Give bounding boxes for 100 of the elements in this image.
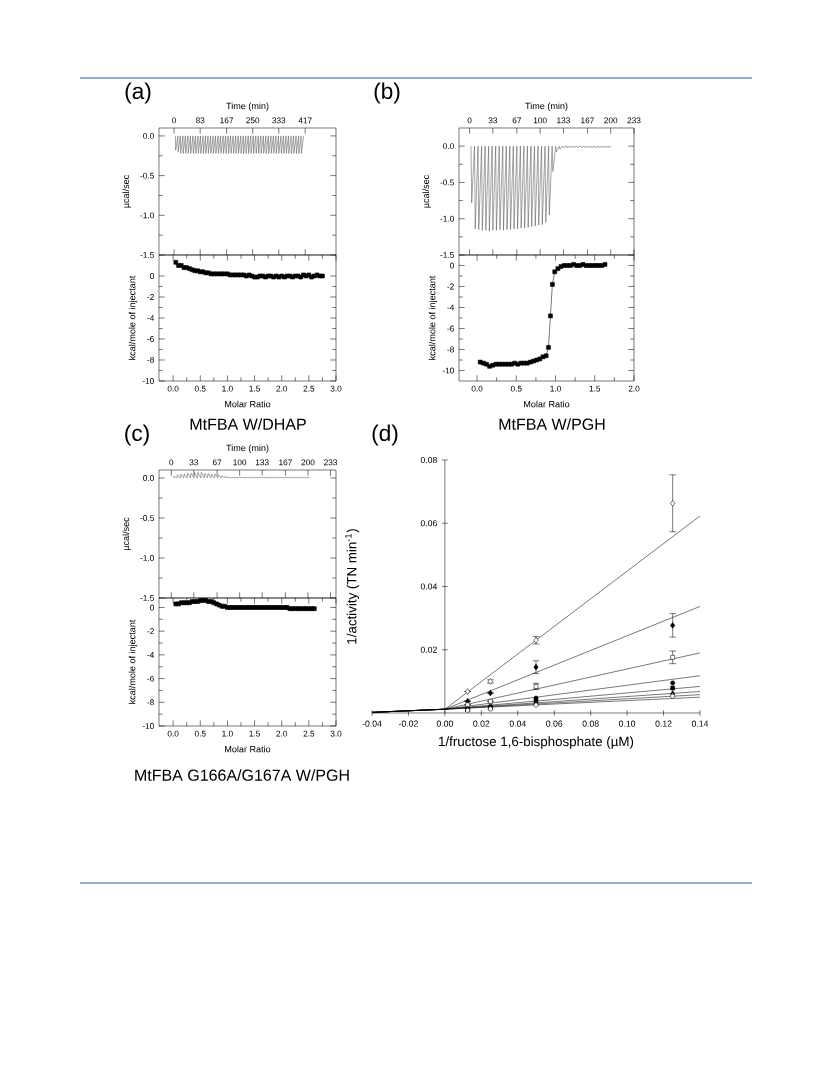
x-tick-label: 1.5: [249, 730, 260, 737]
x-tick-label: 1.0: [222, 730, 233, 737]
y-tick-label: 0.04: [420, 583, 438, 590]
x-tick-label: 200: [604, 117, 618, 124]
x-tick-label: 133: [557, 117, 570, 124]
y-tick-label: -1.0: [140, 212, 154, 219]
y-tick-label: -6: [147, 336, 154, 342]
x-tick-label: 0.06: [546, 720, 563, 727]
x-tick-label: 0.0: [471, 385, 483, 392]
x-tick-label: 1.5: [589, 385, 601, 392]
x-axis-title: Molar Ratio: [225, 745, 271, 753]
x-tick-label: 33: [488, 117, 498, 124]
chart-title: (c): [125, 424, 149, 446]
x-tick-label: 2.0: [276, 385, 288, 392]
y-axis-title: kcal/mole of injectant: [128, 275, 138, 360]
y-tick-label: -10: [142, 378, 154, 384]
y-tick-label: -4: [147, 315, 155, 321]
text: MtFBA G166A/G167A W/PGH: [135, 769, 349, 781]
y-tick-label: 0.0: [443, 143, 454, 150]
x-tick-label: -0.02: [398, 720, 418, 727]
x-tick-label: 233: [627, 117, 641, 124]
y-tick-label: -10: [442, 367, 454, 374]
x-tick-label: 333: [272, 117, 286, 124]
x-tick-label: 0: [172, 117, 177, 124]
y-tick-label: -1.5: [140, 252, 154, 258]
x-tick-label: 83: [195, 117, 205, 124]
y-tick-label: 0: [450, 262, 454, 269]
y-axis-title: µcal/sec: [422, 175, 431, 208]
x-tick-label: 67: [212, 459, 222, 466]
x-tick-label: 167: [220, 117, 234, 124]
chart-title: (d): [372, 424, 398, 446]
x-tick-label: 3.0: [330, 730, 342, 737]
x-tick-label: 0.12: [655, 720, 672, 727]
x-tick-label: 0: [467, 117, 472, 124]
text: MtFBA W/DHAP: [190, 418, 306, 430]
y-tick-label: 0.0: [143, 133, 154, 139]
x-axis-title: Time (min): [226, 102, 269, 111]
y-tick-label: 0: [150, 273, 154, 279]
y-tick-label: -1.5: [140, 595, 154, 601]
y-axis-title: µcal/sec: [122, 175, 131, 208]
x-axis-title: Molar Ratio: [225, 400, 271, 408]
y-axis-title: µcal/sec: [122, 517, 131, 551]
y-tick-label: -1.0: [140, 555, 154, 561]
y-axis-title: kcal/mole of injectant: [128, 619, 138, 704]
x-tick-label: 417: [298, 117, 312, 124]
chart-title: (a): [125, 82, 151, 104]
y-tick-label: -4: [147, 652, 155, 658]
y-tick-label: -0.5: [140, 515, 154, 521]
x-tick-label: 1.0: [222, 385, 233, 392]
x-tick-label: 0.0: [167, 385, 179, 392]
y-tick-label: -8: [147, 357, 154, 363]
x-tick-label: 167: [581, 117, 594, 124]
x-tick-label: 133: [255, 459, 269, 466]
chart-title: (b): [374, 82, 400, 104]
x-tick-label: 2.5: [303, 385, 315, 392]
x-tick-label: 233: [324, 459, 338, 466]
x-tick-label: 100: [533, 117, 547, 124]
x-tick-label: 0.08: [582, 720, 599, 727]
x-tick-label: 2.5: [303, 730, 315, 737]
y-tick-label: 0: [150, 604, 154, 611]
x-axis-title: Time (min): [525, 102, 568, 111]
x-tick-label: 100: [233, 459, 247, 466]
x-tick-label: 0.5: [510, 385, 522, 392]
x-tick-label: 0.04: [509, 720, 526, 727]
y-tick-label: -8: [147, 699, 154, 706]
y-tick-label: -2: [447, 283, 454, 290]
x-tick-label: 67: [512, 117, 522, 124]
y-tick-label: -6: [147, 675, 154, 682]
x-tick-label: 33: [189, 459, 199, 466]
x-tick-label: 0.14: [691, 720, 709, 727]
x-axis-title: Molar Ratio: [524, 400, 570, 408]
y-tick-label: -0.5: [440, 179, 454, 186]
x-tick-label: 0.02: [473, 720, 490, 727]
x-tick-label: 1.5: [249, 385, 260, 392]
x-tick-label: 0.00: [436, 720, 453, 727]
text: MtFBA W/PGH: [499, 418, 605, 430]
y-tick-label: -2: [147, 294, 154, 300]
y-tick-label: -2: [147, 628, 154, 635]
x-tick-label: 0: [169, 459, 174, 466]
y-tick-label: -1.5: [440, 252, 454, 258]
x-axis-title: Time (min): [226, 444, 269, 453]
y-axis-title: kcal/mole of injectant: [428, 275, 438, 360]
y-tick-label: -0.5: [140, 172, 154, 179]
y-tick-label: -10: [142, 723, 154, 729]
x-tick-label: 1.0: [550, 385, 561, 392]
x-tick-label: 2.0: [276, 730, 288, 737]
x-tick-label: -0.04: [362, 720, 382, 727]
y-axis-title: 1/activity (TN min$^{-1}$): [345, 529, 360, 644]
x-tick-label: 3.0: [330, 385, 342, 392]
x-tick-label: 0.5: [194, 385, 206, 392]
y-tick-label: -8: [447, 346, 454, 353]
x-tick-label: 167: [279, 459, 292, 466]
x-tick-label: 2.0: [628, 385, 640, 392]
y-tick-label: -4: [447, 304, 455, 311]
y-tick-label: 0.0: [143, 475, 154, 481]
y-tick-label: -1.0: [440, 215, 454, 222]
x-tick-label: 0.10: [619, 720, 636, 727]
x-tick-label: 0.5: [194, 730, 206, 737]
x-tick-label: 200: [301, 459, 315, 466]
x-tick-label: 250: [246, 117, 260, 124]
